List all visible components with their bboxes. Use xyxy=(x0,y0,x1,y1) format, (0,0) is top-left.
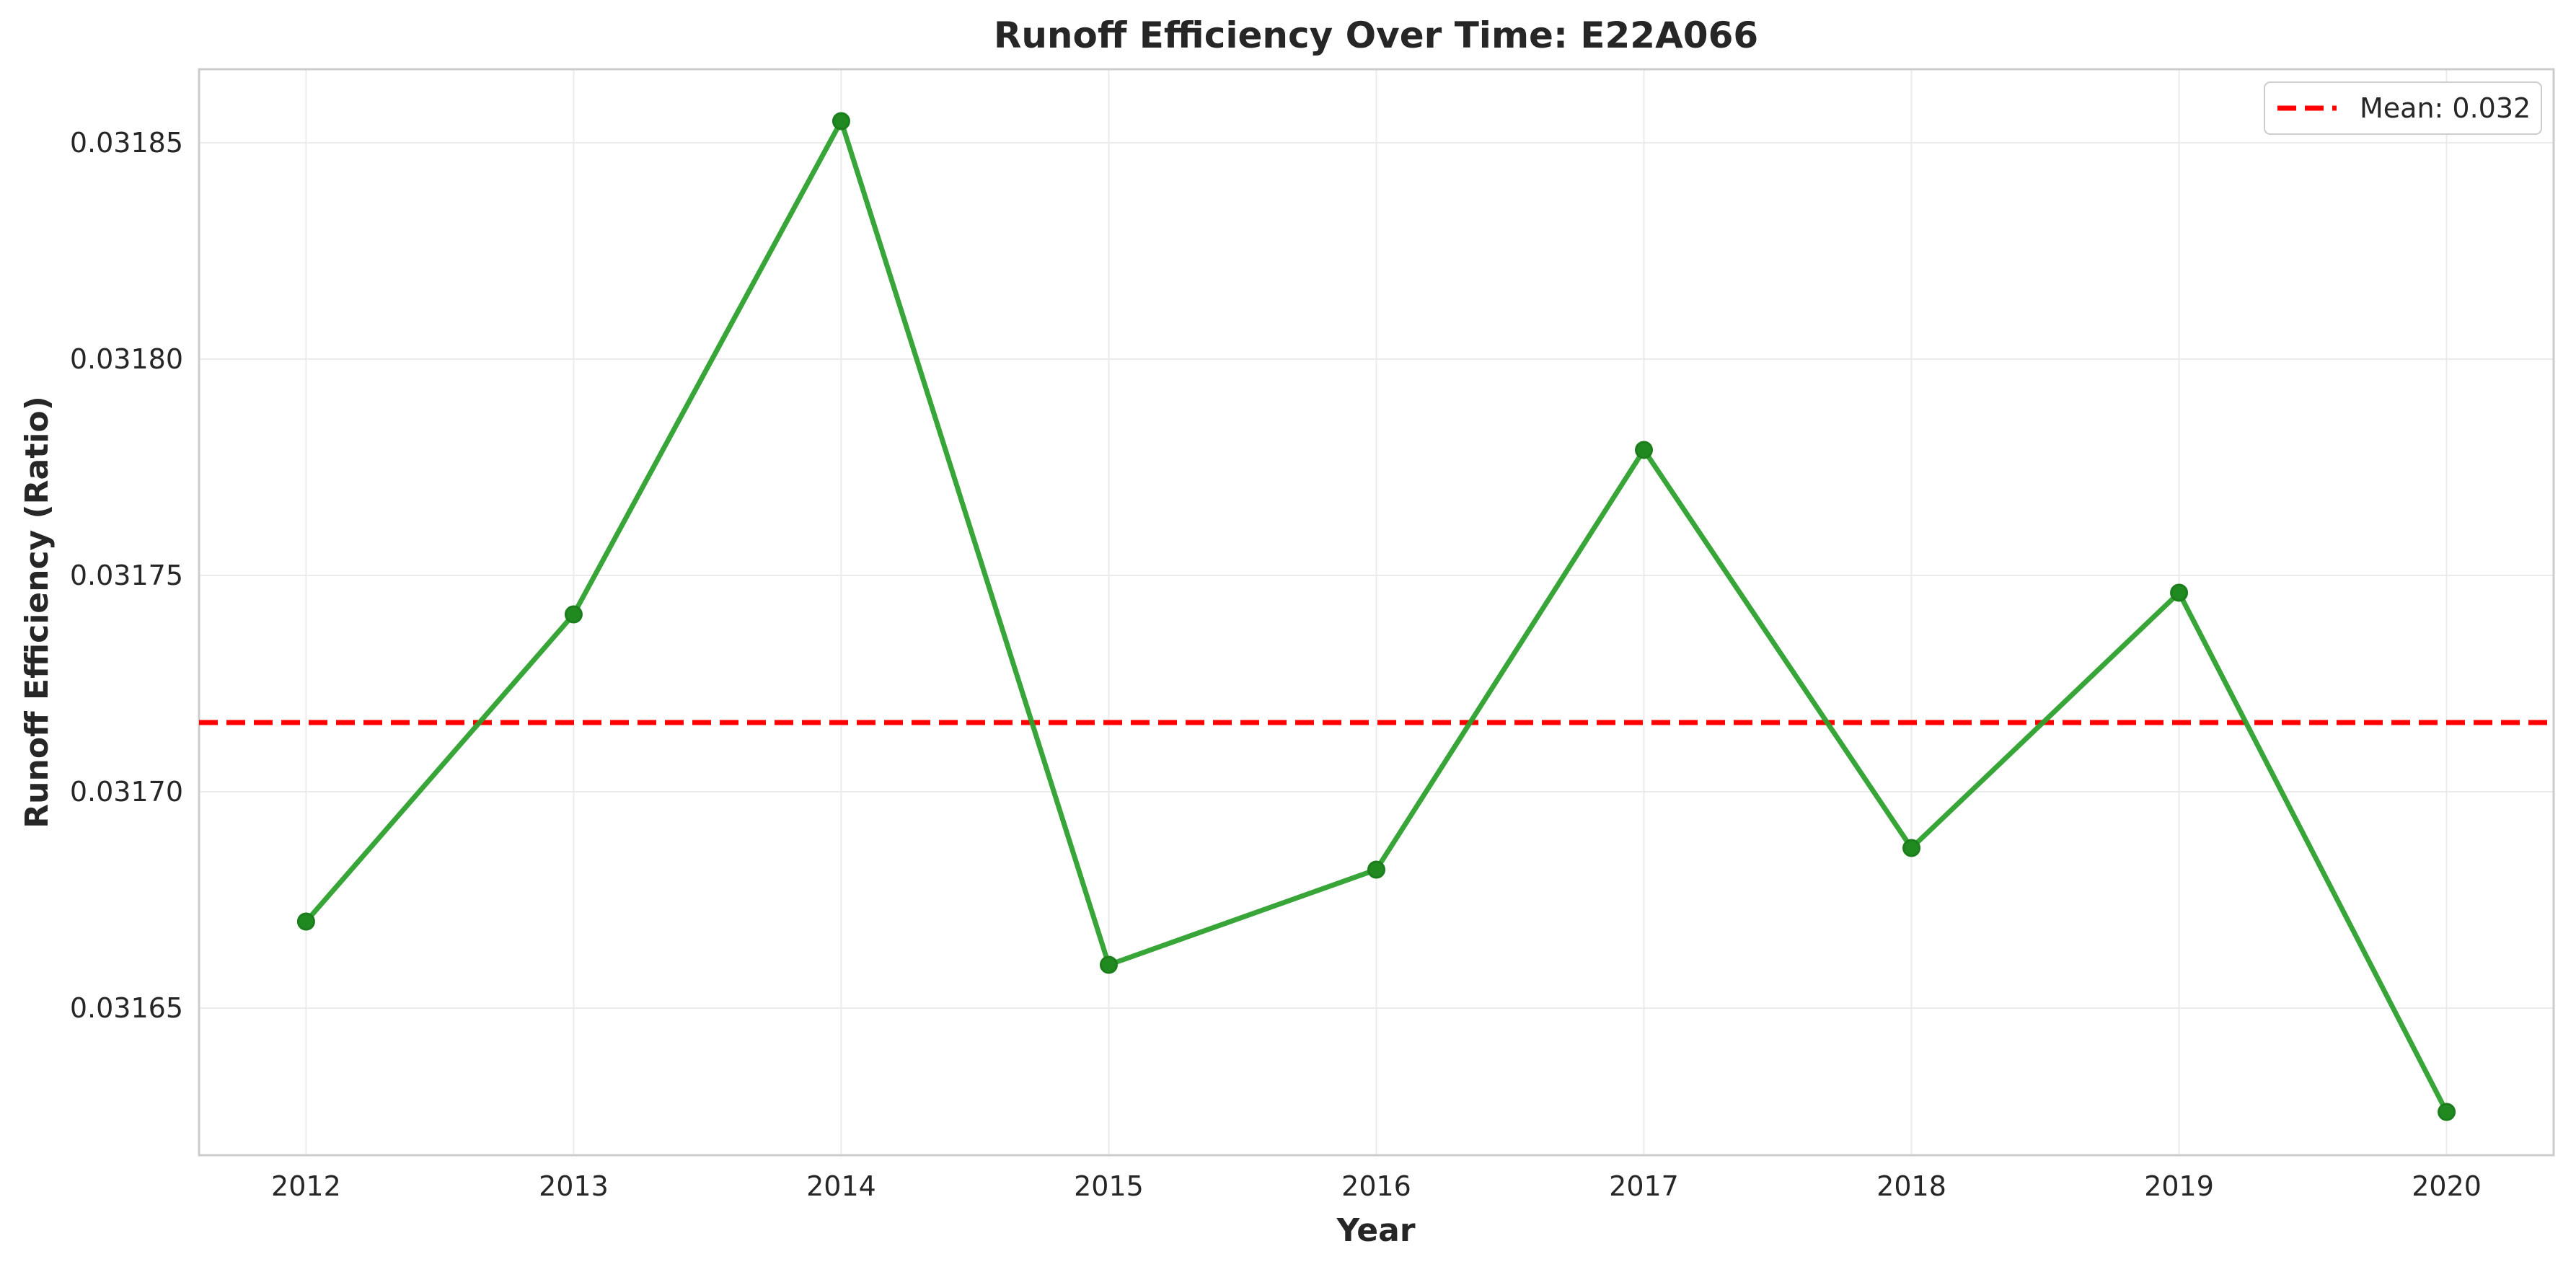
x-tick-label: 2018 xyxy=(1876,1170,1946,1202)
x-tick-label: 2020 xyxy=(2412,1170,2482,1202)
data-point-2015 xyxy=(1099,955,1118,974)
x-tick-label: 2017 xyxy=(1609,1170,1679,1202)
data-point-2016 xyxy=(1367,860,1385,879)
chart-title: Runoff Efficiency Over Time: E22A066 xyxy=(994,14,1758,56)
x-axis-title: Year xyxy=(1336,1212,1415,1249)
data-point-2018 xyxy=(1902,839,1921,857)
plot-frame xyxy=(198,68,2555,1157)
y-axis-title: Runoff Efficiency (Ratio) xyxy=(19,396,56,828)
data-point-2020 xyxy=(2438,1103,2456,1121)
data-point-2012 xyxy=(296,912,315,931)
x-tick-label: 2013 xyxy=(539,1170,609,1202)
data-point-2017 xyxy=(1635,441,1654,459)
legend-box xyxy=(2264,81,2542,135)
y-tick-label: 0.03185 xyxy=(70,127,183,159)
data-point-2019 xyxy=(2170,583,2189,602)
y-tick-label: 0.03165 xyxy=(70,992,183,1024)
legend: Mean: 0.032 xyxy=(2264,81,2542,135)
data-point-2013 xyxy=(564,605,583,624)
x-tick-label: 2015 xyxy=(1074,1170,1144,1202)
data-point-2014 xyxy=(832,112,850,131)
y-tick-label: 0.03170 xyxy=(70,776,183,808)
tick-labels: 2012 2013 2014 2015 2016 2017 2018 2019 2020 0.03… xyxy=(70,127,2482,1202)
x-tick-label: 2012 xyxy=(271,1170,341,1202)
grid-lines xyxy=(199,69,2554,1155)
x-tick-label: 2019 xyxy=(2144,1170,2214,1202)
legend-mean-label: Mean: 0.032 xyxy=(2360,92,2531,124)
y-tick-label: 0.03175 xyxy=(70,560,183,591)
y-tick-label: 0.03180 xyxy=(70,343,183,375)
x-tick-label: 2014 xyxy=(806,1170,876,1202)
series-lines xyxy=(296,112,2456,1121)
x-tick-label: 2016 xyxy=(1341,1170,1411,1202)
